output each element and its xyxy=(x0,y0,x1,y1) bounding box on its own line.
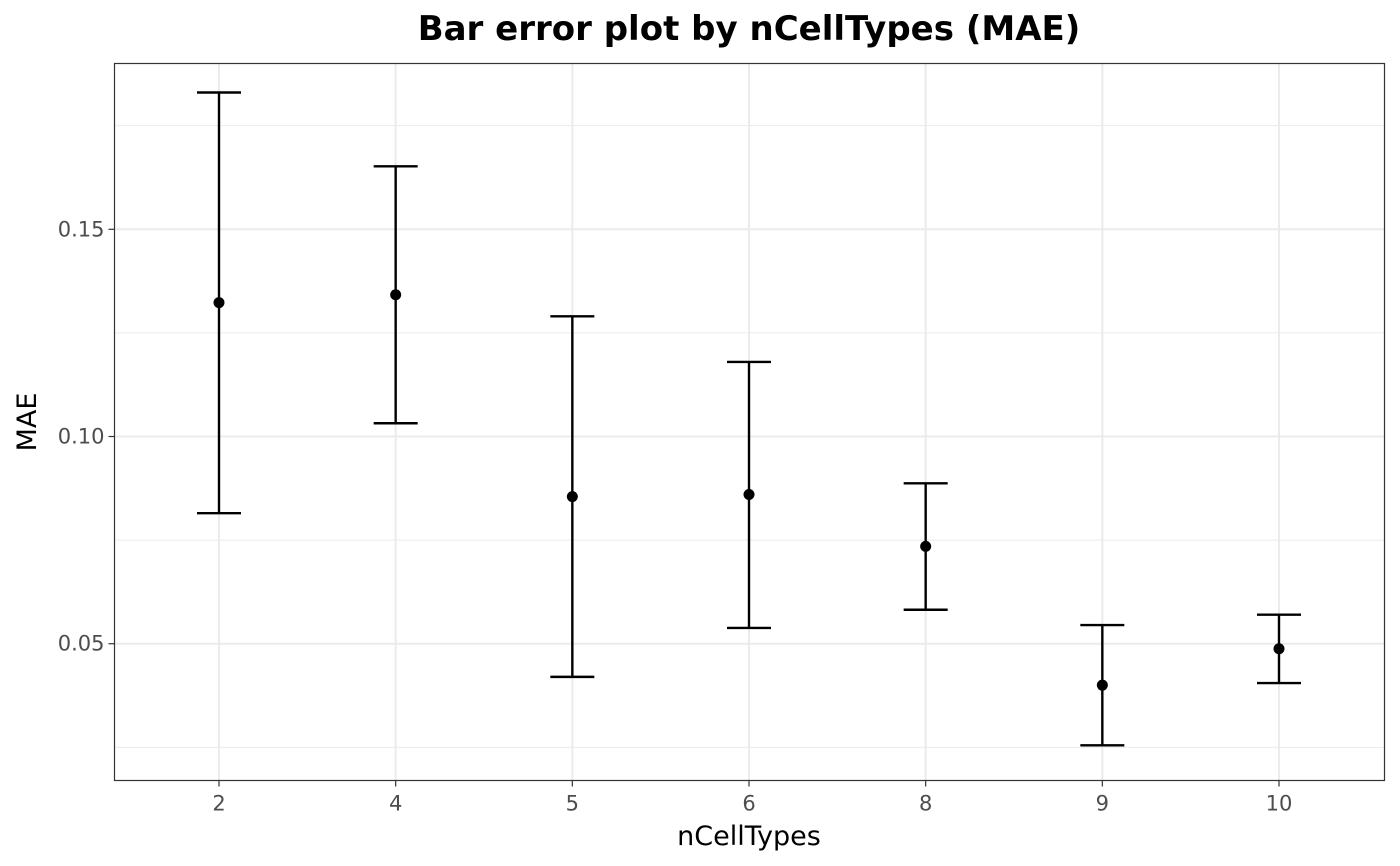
x-tick-label: 10 xyxy=(1266,792,1293,816)
data-point xyxy=(390,289,402,301)
x-tick-label: 6 xyxy=(742,792,755,816)
data-point xyxy=(743,489,755,501)
data-point xyxy=(213,297,225,309)
x-tick-label: 5 xyxy=(566,792,579,816)
errorbar-group xyxy=(1080,623,1125,747)
chart-title: Bar error plot by nCellTypes (MAE) xyxy=(418,9,1081,49)
x-tick-label: 2 xyxy=(212,792,225,816)
data-marks xyxy=(197,91,1301,747)
data-point xyxy=(566,491,578,503)
errorbar-group xyxy=(903,482,948,611)
errorbar-group xyxy=(373,165,418,425)
errorbar-group xyxy=(1257,613,1301,685)
y-tick-label: 0.10 xyxy=(58,425,105,449)
x-tick-label: 4 xyxy=(389,792,402,816)
y-tick-label: 0.15 xyxy=(58,217,105,241)
errorbar-group xyxy=(550,315,595,679)
x-tick-label: 8 xyxy=(919,792,932,816)
x-tick-label: 9 xyxy=(1096,792,1109,816)
data-point xyxy=(920,540,932,552)
data-point xyxy=(1096,679,1108,691)
x-axis-label: nCellTypes xyxy=(677,821,821,852)
axis-ticks: 0.05 0.10 0.15 2 4 5 6 8 9 10 xyxy=(58,217,1293,815)
data-point xyxy=(1273,643,1285,655)
errorbar-group xyxy=(197,91,241,515)
errorbar-group xyxy=(727,360,771,630)
y-axis-label: MAE xyxy=(12,393,43,452)
y-tick-label: 0.05 xyxy=(58,632,105,656)
plot-panel-border xyxy=(113,62,1386,782)
